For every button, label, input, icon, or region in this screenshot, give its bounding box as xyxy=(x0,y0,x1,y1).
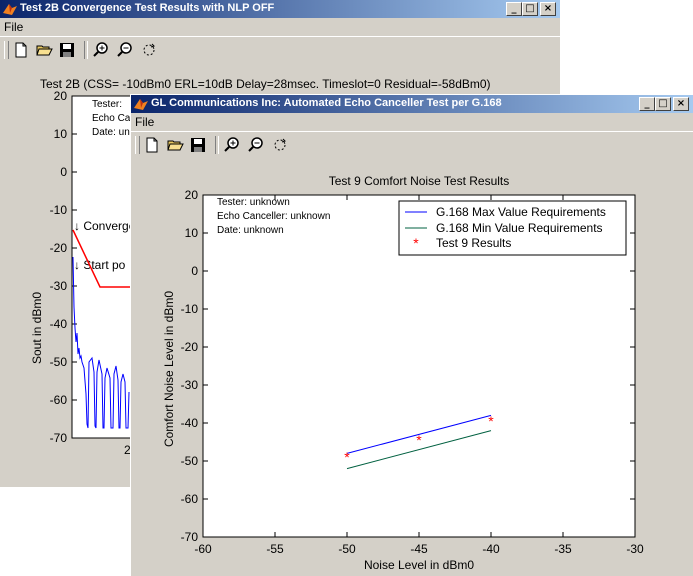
convergence-limit-line xyxy=(72,229,130,288)
toolbar-separator xyxy=(215,136,219,154)
x-tick-label: -35 xyxy=(554,542,572,556)
open-folder-icon[interactable] xyxy=(35,41,53,59)
window-title: GL Communications Inc: Automated Echo Ca… xyxy=(151,97,502,109)
max-requirement-line xyxy=(346,414,492,454)
legend-min-label: G.168 Min Value Requirements xyxy=(436,221,603,235)
convergence-info-tester: Tester: xyxy=(92,99,122,110)
y-tick-label: -70 xyxy=(50,431,68,445)
save-icon[interactable] xyxy=(58,41,76,59)
convergence-sout-trace xyxy=(72,256,130,429)
x-tick-label: -55 xyxy=(266,542,284,556)
y-axis: 20 10 0 -10 -20 -30 -40 -50 -60 -70 xyxy=(181,188,635,544)
maximize-button[interactable]: □ xyxy=(522,2,538,16)
y-tick-label: -70 xyxy=(181,530,199,544)
y-tick-label: -10 xyxy=(50,203,68,217)
y-tick-label: -60 xyxy=(181,492,199,506)
y-tick-label: 10 xyxy=(54,127,68,141)
window-title: Test 2B Convergence Test Results with NL… xyxy=(20,2,275,14)
results-point: * xyxy=(344,449,350,465)
min-requirement-line xyxy=(346,430,492,470)
y-tick-label: 20 xyxy=(185,188,199,202)
matlab-logo-icon xyxy=(134,99,148,110)
zoom-in-icon[interactable] xyxy=(92,41,110,59)
toolbar-grip xyxy=(4,41,9,59)
toolbar-grip xyxy=(135,136,140,154)
x-axis: -60 -55 -50 -45 -40 -35 -30 xyxy=(194,195,644,556)
menu-file[interactable]: File xyxy=(135,115,155,129)
start-point-annotation: ↓ Start po xyxy=(74,258,126,272)
minimize-button[interactable]: _ xyxy=(506,2,522,16)
chart-title: Test 9 Comfort Noise Test Results xyxy=(329,174,510,188)
legend-results-label: Test 9 Results xyxy=(436,236,511,250)
window-title-bar[interactable]: GL Communications Inc: Automated Echo Ca… xyxy=(131,95,693,113)
y-tick-label: 0 xyxy=(191,264,198,278)
window-title-bar[interactable]: Test 2B Convergence Test Results with NL… xyxy=(0,0,560,18)
open-folder-icon[interactable] xyxy=(166,136,184,154)
zoom-out-icon[interactable] xyxy=(247,136,265,154)
x-tick-label: -50 xyxy=(338,542,356,556)
results-point: * xyxy=(488,413,494,429)
y-tick-label: -30 xyxy=(50,279,68,293)
y-tick-label: -20 xyxy=(50,241,68,255)
info-date: Date: unknown xyxy=(217,225,284,236)
converge-annotation: ↓ Converge xyxy=(74,219,136,233)
x-axis-label: Noise Level in dBm0 xyxy=(364,558,474,572)
y-tick-label: -30 xyxy=(181,378,199,392)
results-point: * xyxy=(416,432,422,448)
y-tick-label: -50 xyxy=(50,355,68,369)
zoom-out-icon[interactable] xyxy=(116,41,134,59)
save-icon[interactable] xyxy=(189,136,207,154)
y-tick-label: 20 xyxy=(54,89,68,103)
minimize-button[interactable]: _ xyxy=(639,97,655,111)
zoom-in-icon[interactable] xyxy=(223,136,241,154)
comfort-noise-chart: Test 9 Comfort Noise Test Results 20100-… xyxy=(162,174,644,572)
rotate-icon[interactable] xyxy=(271,136,289,154)
menu-bar: File xyxy=(131,113,693,131)
legend-max-label: G.168 Max Value Requirements xyxy=(436,205,606,219)
series-group: * * * xyxy=(344,413,494,470)
legend: G.168 Max Value Requirements G.168 Min V… xyxy=(398,200,627,256)
menu-file[interactable]: File xyxy=(4,20,24,34)
y-axis-label: Comfort Noise Level in dBm0 xyxy=(162,291,176,447)
x-tick-label: -40 xyxy=(482,542,500,556)
y-tick-label: -10 xyxy=(181,302,199,316)
y-tick-label: 10 xyxy=(185,226,199,240)
convergence-plot-title: Test 2B (CSS= -10dBm0 ERL=10dB Delay=28m… xyxy=(40,77,491,91)
x-tick-label: -30 xyxy=(626,542,644,556)
legend-box xyxy=(398,200,627,256)
convergence-info-echo: Echo Ca xyxy=(92,113,131,124)
x-tick-label: -45 xyxy=(410,542,428,556)
y-tick-label: -40 xyxy=(181,416,199,430)
toolbar-separator xyxy=(84,41,88,59)
rotate-icon[interactable] xyxy=(140,41,158,59)
new-file-icon[interactable] xyxy=(143,136,161,154)
window-echo-canceller-test: GL Communications Inc: Automated Echo Ca… xyxy=(130,94,693,576)
toolbar xyxy=(131,131,693,158)
menu-bar: File xyxy=(0,18,560,36)
y-tick-label: -60 xyxy=(50,393,68,407)
toolbar xyxy=(0,36,560,63)
convergence-x-tick-label: 2 xyxy=(124,443,131,457)
convergence-info-date: Date: un xyxy=(92,127,130,138)
y-tick-label: -50 xyxy=(181,454,199,468)
new-file-icon[interactable] xyxy=(12,41,30,59)
maximize-button[interactable]: □ xyxy=(655,97,671,111)
y-tick-label: -40 xyxy=(50,317,68,331)
legend-results-marker: * xyxy=(413,235,419,251)
y-tick-label: -20 xyxy=(181,340,199,354)
info-tester: Tester: unknown xyxy=(217,197,290,208)
x-tick-label: -60 xyxy=(194,542,212,556)
matlab-logo-icon xyxy=(3,4,17,15)
y-tick-label: 0 xyxy=(60,165,67,179)
close-button[interactable]: × xyxy=(673,97,689,111)
convergence-y-axis: 20 10 0 -10 -20 -30 -40 -50 -60 -70 xyxy=(50,89,77,445)
close-button[interactable]: × xyxy=(540,2,556,16)
convergence-y-axis-label: Sout in dBm0 xyxy=(30,292,44,364)
info-echo-canceller: Echo Canceller: unknown xyxy=(217,211,330,222)
